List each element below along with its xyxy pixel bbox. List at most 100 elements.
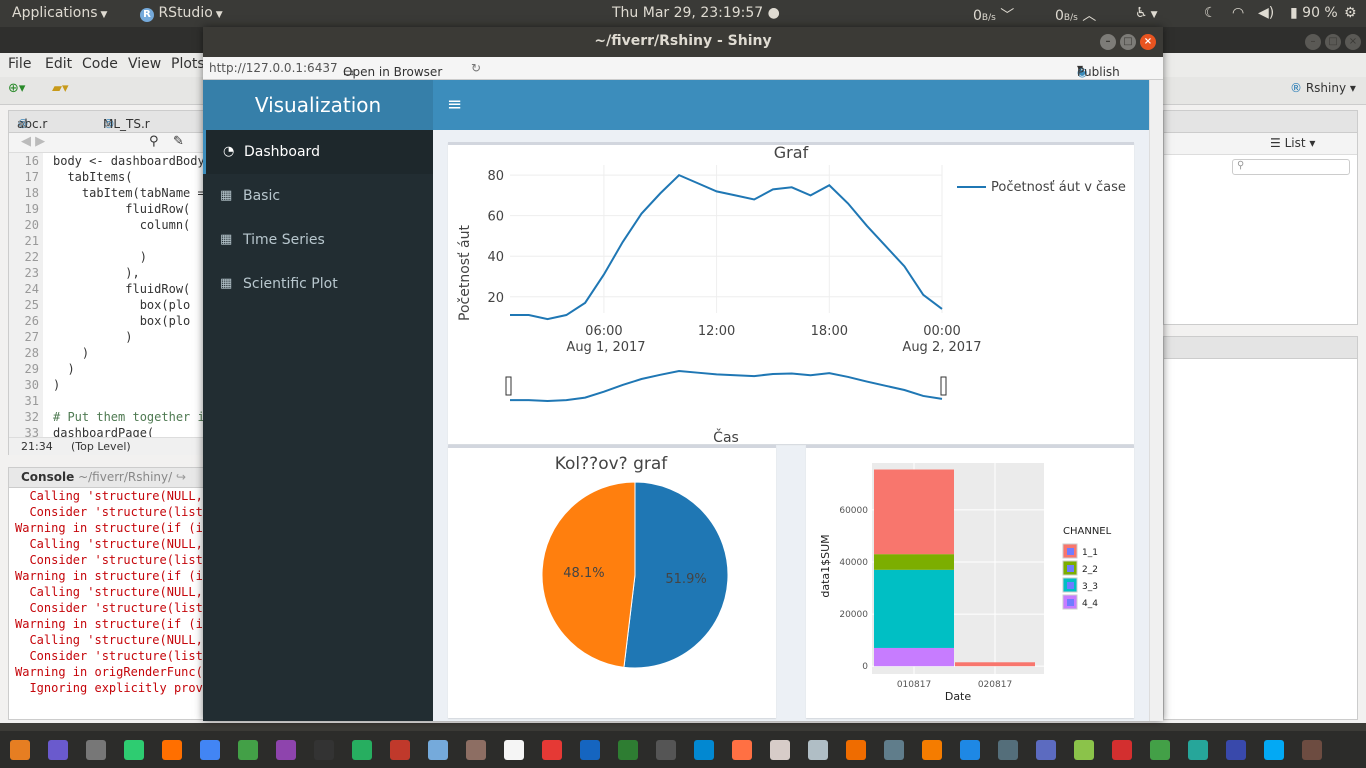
code-line[interactable]: 32 # Put them together i: [9, 409, 209, 425]
applications-menu[interactable]: Applications ▼: [12, 5, 108, 21]
close-icon[interactable]: ×: [1140, 34, 1156, 50]
taskbar-app-icon[interactable]: [808, 740, 828, 760]
code-line[interactable]: 30): [9, 377, 209, 393]
taskbar-app-icon[interactable]: [390, 740, 410, 760]
sidebar-item-time-series[interactable]: ▦ Time Series: [203, 218, 433, 262]
code-line[interactable]: 21: [9, 233, 209, 249]
taskbar-app-icon[interactable]: [1112, 740, 1132, 760]
taskbar-app-icon[interactable]: [1074, 740, 1094, 760]
taskbar-app-icon[interactable]: [1036, 740, 1056, 760]
code-line[interactable]: 19 fluidRow(: [9, 201, 209, 217]
battery-indicator[interactable]: ▮ 90 %: [1290, 5, 1338, 21]
search-icon[interactable]: ⚲: [149, 134, 159, 149]
taskbar-app-icon[interactable]: [162, 740, 182, 760]
clock[interactable]: Thu Mar 29, 23:19:57 ●: [612, 5, 780, 21]
refresh-icon[interactable]: ↻: [471, 61, 482, 75]
volume-icon[interactable]: ◀): [1258, 5, 1275, 21]
code-line[interactable]: 16 body <- dashboardBody: [9, 153, 209, 169]
taskbar-app-icon[interactable]: [48, 740, 68, 760]
url-text[interactable]: http://127.0.0.1:6437: [209, 61, 338, 75]
sidebar-item-dashboard[interactable]: ◔ Dashboard: [203, 130, 433, 174]
taskbar-app-icon[interactable]: [694, 740, 714, 760]
taskbar-app-icon[interactable]: [238, 740, 258, 760]
taskbar-app-icon[interactable]: [314, 740, 334, 760]
pie-slice[interactable]: [541, 481, 636, 668]
scope-selector[interactable]: (Top Level): [71, 440, 131, 453]
code-line[interactable]: 23 ),: [9, 265, 209, 281]
code-line[interactable]: 31: [9, 393, 209, 409]
env-search-input[interactable]: ⚲: [1232, 159, 1350, 175]
taskbar-app-icon[interactable]: [580, 740, 600, 760]
maximize-icon[interactable]: □: [1120, 34, 1136, 50]
code-line[interactable]: 17 tabItems(: [9, 169, 209, 185]
wand-icon[interactable]: ✎: [173, 134, 184, 149]
taskbar-app-icon[interactable]: [86, 740, 106, 760]
taskbar-app-icon[interactable]: [998, 740, 1018, 760]
code-line[interactable]: 22 ): [9, 249, 209, 265]
code-line[interactable]: 26 box(plo: [9, 313, 209, 329]
taskbar-app-icon[interactable]: [732, 740, 752, 760]
taskbar-app-icon[interactable]: [466, 740, 486, 760]
shiny-scrollbar[interactable]: [1149, 80, 1163, 721]
taskbar-app-icon[interactable]: [656, 740, 676, 760]
menu-view[interactable]: View: [128, 56, 162, 72]
moon-icon[interactable]: ☾: [1204, 5, 1217, 21]
code-line[interactable]: 33 dashboardPage(: [9, 425, 209, 437]
taskbar-app-icon[interactable]: [618, 740, 638, 760]
line-series[interactable]: [510, 173, 943, 321]
taskbar-app-icon[interactable]: [352, 740, 372, 760]
code-line[interactable]: 18 tabItem(tabName =: [9, 185, 209, 201]
active-app-menu[interactable]: R RStudio ▼: [140, 5, 223, 22]
sidebar-toggle-icon[interactable]: ≡: [447, 94, 463, 115]
taskbar-app-icon[interactable]: [846, 740, 866, 760]
pie-chart[interactable]: Kol??ov? graf 51.9% 48.1%: [448, 448, 776, 718]
code-line[interactable]: 20 column(: [9, 217, 209, 233]
taskbar-app-icon[interactable]: [200, 740, 220, 760]
sidebar-item-scientific-plot[interactable]: ▦ Scientific Plot: [203, 262, 433, 306]
taskbar-app-icon[interactable]: [504, 740, 524, 760]
taskbar-app-icon[interactable]: [1264, 740, 1284, 760]
minimize-icon[interactable]: –: [1100, 34, 1116, 50]
taskbar-app-icon[interactable]: [1226, 740, 1246, 760]
new-file-icon[interactable]: ⊕▾: [8, 81, 26, 96]
taskbar-app-icon[interactable]: [922, 740, 942, 760]
menu-file[interactable]: File: [8, 56, 32, 72]
taskbar-app-icon[interactable]: [1302, 740, 1322, 760]
sidebar-item-basic[interactable]: ▦ Basic: [203, 174, 433, 218]
open-folder-icon[interactable]: ▰▾: [52, 81, 69, 96]
close-tab-icon[interactable]: ×: [103, 117, 114, 131]
stacked-bar-chart[interactable]: data1$SUM Date CHANNEL 0 20000 40000 60000 0…: [806, 448, 1134, 718]
publish-button[interactable]: ◉ Publish ▾: [1077, 61, 1120, 79]
chevron-down-icon[interactable]: ﹀: [1000, 8, 1015, 24]
code-line[interactable]: 29 ): [9, 361, 209, 377]
goto-dir-icon[interactable]: ↪: [176, 470, 187, 484]
code-line[interactable]: 25 box(plo: [9, 297, 209, 313]
accessibility-icon[interactable]: ♿ ▼: [1135, 5, 1158, 21]
menu-code[interactable]: Code: [82, 56, 118, 72]
close-tab-icon[interactable]: ×: [17, 117, 28, 131]
code-line[interactable]: 24 fluidRow(: [9, 281, 209, 297]
close-icon[interactable]: ×: [1345, 34, 1361, 50]
taskbar-app-icon[interactable]: [542, 740, 562, 760]
range-slider-handle-left[interactable]: [505, 376, 512, 396]
taskbar-app-icon[interactable]: [770, 740, 790, 760]
taskbar-app-icon[interactable]: [10, 740, 30, 760]
minimize-icon[interactable]: –: [1305, 34, 1321, 50]
dashboard-logo[interactable]: Visualization: [203, 80, 433, 130]
console-output[interactable]: Calling 'structure(NULL, Consider 'struc…: [9, 488, 207, 696]
taskbar-app-icon[interactable]: [960, 740, 980, 760]
code-line[interactable]: 28 ): [9, 345, 209, 361]
taskbar-app-icon[interactable]: [884, 740, 904, 760]
taskbar-app-icon[interactable]: [1150, 740, 1170, 760]
range-slider-handle-right[interactable]: [940, 376, 947, 396]
code-line[interactable]: 27 ): [9, 329, 209, 345]
pie-slice[interactable]: [623, 481, 729, 669]
code-area[interactable]: 16 body <- dashboardBody 17 tabItems(18 ta…: [9, 153, 209, 437]
menu-edit[interactable]: Edit: [45, 56, 73, 72]
line-chart[interactable]: Graf Početnosť áut Čas Aug 1, 2017 Aug 2…: [448, 143, 1134, 446]
chevron-up-icon[interactable]: ︿: [1082, 8, 1097, 24]
taskbar-app-icon[interactable]: [124, 740, 144, 760]
gear-icon[interactable]: ⚙: [1344, 5, 1357, 21]
project-menu[interactable]: ® Rshiny ▾: [1290, 81, 1356, 95]
taskbar-app-icon[interactable]: [1188, 740, 1208, 760]
